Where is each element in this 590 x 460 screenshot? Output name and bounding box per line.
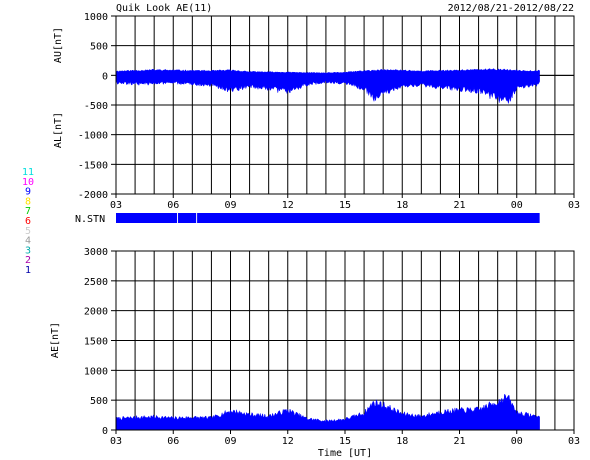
x-tick-label: 15 [339, 436, 351, 447]
x-tick-label: 09 [224, 436, 236, 447]
station-count-9: 9 [25, 187, 31, 198]
x-tick-label: 12 [282, 200, 294, 211]
station-count-10: 10 [22, 177, 34, 188]
y-tick-label: 2000 [84, 307, 108, 318]
time-axis-label: Time [UT] [318, 448, 372, 459]
chart-title: Quik Look AE(11) [116, 3, 212, 14]
ae-grid [116, 251, 574, 430]
au-al-envelope [115, 68, 540, 104]
au-al-data [115, 68, 574, 104]
au-axis-label: AU[nT] [53, 27, 64, 63]
y-tick-label: 0 [102, 426, 108, 437]
station-count-11: 11 [22, 167, 34, 178]
y-tick-label: -2000 [78, 190, 108, 201]
x-tick-label: 09 [224, 200, 236, 211]
au-al-grid [116, 16, 574, 194]
x-tick-label: 03 [568, 436, 580, 447]
y-tick-label: 1000 [84, 12, 108, 23]
x-tick-label: 06 [167, 200, 179, 211]
y-tick-label: 1500 [84, 337, 108, 348]
au-al-panel: -2000 -1500 -1000 -500 0 500 1000 03 06 09 12 15 18… [53, 12, 580, 211]
station-coverage-bar [116, 213, 178, 223]
station-count-6: 6 [25, 216, 31, 227]
ae-data [115, 393, 540, 431]
y-tick-label: 3000 [84, 247, 108, 258]
ae-y-ticks: 0 500 1000 1500 2000 2500 3000 [84, 247, 116, 437]
station-coverage [116, 213, 540, 223]
y-tick-label: 2500 [84, 277, 108, 288]
au-al-y-ticks: -2000 -1500 -1000 -500 0 500 1000 [78, 12, 116, 201]
al-axis-label: AL[nT] [53, 112, 64, 148]
x-tick-label: 18 [396, 436, 408, 447]
x-tick-label: 00 [511, 200, 523, 211]
station-count-4: 4 [25, 236, 31, 247]
x-tick-label: 06 [167, 436, 179, 447]
x-tick-label: 21 [453, 436, 465, 447]
x-tick-label: 12 [282, 436, 294, 447]
y-tick-label: 500 [90, 42, 108, 53]
station-coverage-bar [178, 213, 197, 223]
x-tick-label: 00 [511, 436, 523, 447]
station-count-7: 7 [25, 206, 31, 217]
ae-x-ticks: 03 06 09 12 15 18 21 00 03 [110, 430, 580, 447]
station-coverage-bar [197, 213, 540, 223]
x-tick-label: 03 [110, 200, 122, 211]
x-tick-label: 21 [453, 200, 465, 211]
x-tick-label: 03 [110, 436, 122, 447]
station-count-8: 8 [25, 196, 31, 207]
date-range: 2012/08/21-2012/08/22 [448, 3, 574, 14]
x-tick-label: 15 [339, 200, 351, 211]
y-tick-label: -1000 [78, 131, 108, 142]
station-label: N.STN [75, 214, 105, 225]
ae-axis-label: AE[nT] [50, 322, 61, 358]
y-tick-label: 1000 [84, 366, 108, 377]
y-tick-label: 500 [90, 396, 108, 407]
ae-area [115, 393, 540, 431]
station-count-5: 5 [25, 226, 31, 237]
y-tick-label: 0 [102, 71, 108, 82]
y-tick-label: -500 [84, 101, 108, 112]
y-tick-label: -1500 [78, 160, 108, 171]
station-count-2: 2 [25, 255, 31, 266]
station-count-3: 3 [25, 245, 31, 256]
x-tick-label: 18 [396, 200, 408, 211]
station-count-1: 1 [25, 265, 31, 276]
x-tick-label: 03 [568, 200, 580, 211]
au-al-x-ticks: 03 06 09 12 15 18 21 00 03 [110, 194, 580, 211]
